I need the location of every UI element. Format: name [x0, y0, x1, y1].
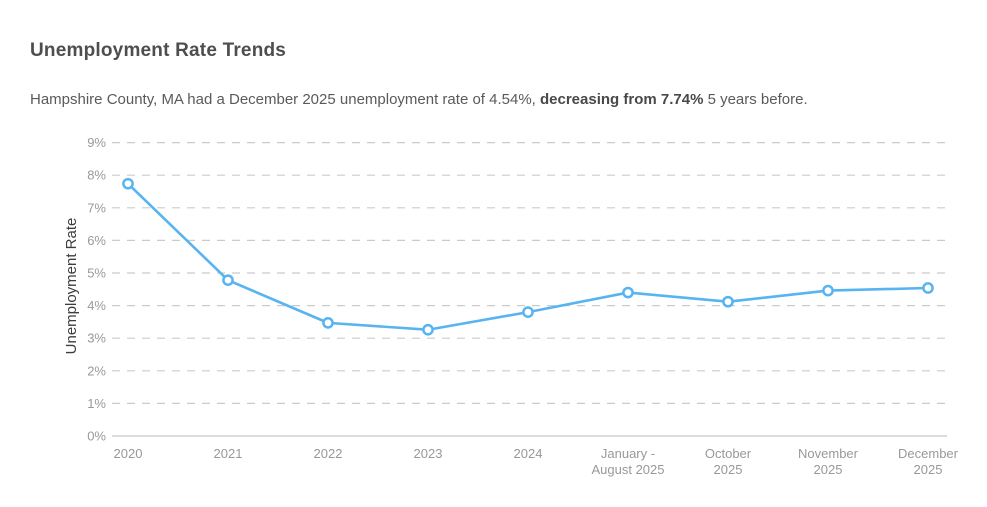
- y-tick-label: 9%: [87, 135, 106, 150]
- y-tick-label: 3%: [87, 331, 106, 346]
- subtitle-highlight: decreasing from 7.74%: [540, 91, 704, 108]
- x-tick-label: November 2025: [798, 446, 859, 477]
- y-tick-label: 5%: [87, 266, 106, 281]
- data-point-marker-2021[interactable]: [222, 274, 234, 287]
- y-tick-label: 1%: [87, 396, 106, 411]
- y-tick-label: 7%: [87, 200, 106, 215]
- y-axis-title: Unemployment Rate: [63, 218, 80, 355]
- x-tick-label: October 2025: [705, 446, 752, 477]
- y-tick-label: 2%: [87, 363, 106, 378]
- data-point-marker-october-2025[interactable]: [722, 295, 734, 308]
- data-point-marker-december-2025[interactable]: [922, 282, 934, 294]
- subtitle-text-end: 5 years before.: [703, 91, 808, 108]
- y-tick-label: 8%: [87, 168, 106, 183]
- data-point-marker-2022[interactable]: [322, 317, 334, 329]
- page-title: Unemployment Rate Trends: [30, 39, 287, 61]
- x-tick-label: 2020: [114, 446, 143, 461]
- data-point-marker-january-august-2025[interactable]: [622, 286, 634, 299]
- chart-subtitle: Hampshire County, MA had a December 2025…: [30, 91, 808, 108]
- x-tick-label: 2023: [414, 446, 443, 461]
- subtitle-text-start: Hampshire County, MA had a December 2025…: [30, 91, 540, 108]
- y-tick-label: 0%: [87, 429, 106, 444]
- x-tick-label: 2021: [214, 446, 243, 461]
- data-point-marker-2020[interactable]: [122, 177, 134, 190]
- x-tick-label: 2024: [514, 446, 543, 461]
- x-tick-label: December 2025: [898, 446, 959, 477]
- x-tick-label: January -August 2025: [591, 446, 664, 477]
- y-tick-label: 4%: [87, 298, 106, 313]
- data-point-marker-2023[interactable]: [422, 323, 434, 336]
- x-tick-label: 2022: [314, 446, 343, 461]
- data-point-marker-2024[interactable]: [522, 306, 534, 318]
- y-tick-label: 6%: [87, 233, 106, 248]
- data-point-marker-november-2025[interactable]: [822, 284, 834, 297]
